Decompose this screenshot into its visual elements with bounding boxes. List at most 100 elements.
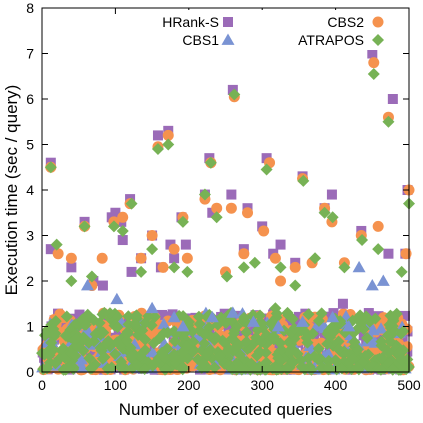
legend-marker — [221, 33, 235, 45]
x-tick-label: 200 — [177, 377, 201, 393]
data-point — [237, 261, 250, 274]
data-point — [65, 252, 77, 264]
data-point — [254, 363, 267, 376]
data-point — [395, 265, 408, 278]
data-point — [93, 316, 106, 329]
data-point — [180, 239, 191, 250]
data-point — [227, 343, 240, 356]
data-point — [326, 310, 340, 323]
data-point — [287, 356, 300, 369]
y-tick-label: 7 — [26, 46, 34, 62]
data-point — [192, 310, 205, 323]
data-point — [197, 357, 210, 370]
data-point — [157, 261, 169, 273]
data-point — [49, 327, 62, 340]
data-point — [342, 320, 356, 332]
data-point — [400, 248, 412, 260]
data-point — [102, 335, 115, 348]
data-point — [332, 343, 345, 356]
data-point — [238, 248, 250, 260]
data-point — [367, 67, 380, 80]
data-point — [284, 344, 297, 357]
data-point — [329, 354, 342, 367]
legend-label: CBS1 — [182, 32, 219, 48]
data-point — [275, 275, 287, 287]
data-point — [346, 353, 359, 366]
data-point — [332, 335, 345, 348]
data-point — [145, 319, 158, 332]
data-point — [65, 275, 78, 287]
data-point — [275, 239, 286, 250]
data-point — [168, 243, 180, 255]
data-point — [228, 327, 241, 340]
data-point — [169, 253, 180, 264]
data-point — [226, 306, 240, 318]
data-point — [225, 202, 237, 214]
data-point — [79, 318, 92, 331]
data-point — [175, 362, 188, 375]
data-point — [117, 235, 128, 246]
data-point — [162, 129, 174, 141]
data-point — [248, 256, 261, 269]
data-point — [114, 360, 127, 373]
data-point — [128, 317, 141, 330]
data-point — [312, 314, 325, 327]
data-point — [351, 361, 364, 374]
data-point — [315, 361, 328, 374]
data-point — [125, 350, 138, 363]
data-point — [85, 270, 98, 283]
data-point — [372, 220, 384, 232]
data-point — [297, 174, 310, 187]
data-point — [387, 94, 398, 104]
data-point — [145, 301, 159, 314]
data-point — [365, 279, 379, 291]
data-point — [44, 161, 57, 174]
data-point — [146, 345, 160, 358]
data-point — [156, 309, 167, 320]
data-point — [228, 88, 241, 101]
data-point — [96, 252, 108, 264]
legend-background — [160, 10, 406, 50]
data-point — [368, 57, 380, 69]
data-point — [207, 207, 218, 218]
legend-marker — [223, 17, 233, 27]
data-point — [181, 265, 194, 278]
data-point — [227, 84, 238, 95]
data-point — [201, 346, 214, 359]
data-point — [289, 279, 302, 292]
data-point — [75, 361, 89, 373]
data-point — [198, 328, 211, 341]
data-point — [240, 326, 253, 339]
axes: 0 100 200 300 400 500 0 1 2 3 4 5 6 7 8 — [26, 0, 421, 393]
data-point — [326, 189, 337, 200]
data-point — [223, 321, 234, 332]
data-point — [146, 230, 158, 241]
data-point — [253, 309, 266, 322]
data-point — [157, 327, 170, 340]
data-point — [59, 329, 72, 342]
data-point — [399, 310, 410, 321]
data-point — [354, 314, 367, 327]
data-point — [152, 130, 163, 141]
data-point — [60, 310, 73, 323]
y-tick-label: 1 — [26, 319, 34, 335]
data-point — [386, 363, 399, 376]
data-point — [107, 220, 120, 233]
data-point — [204, 156, 217, 169]
x-tick-label: 100 — [104, 377, 128, 393]
data-point — [240, 335, 253, 348]
legend-marker — [372, 16, 384, 28]
data-point — [162, 138, 175, 151]
data-point — [352, 260, 366, 273]
data-point — [69, 333, 82, 346]
data-point — [321, 337, 334, 350]
data-point — [375, 335, 388, 348]
data-point — [122, 310, 135, 323]
data-point — [226, 189, 237, 200]
data-point — [98, 306, 111, 319]
data-point — [74, 353, 88, 365]
data-point — [225, 314, 238, 327]
legend: HRank-S CBS2 CBS1 ATRAPOS — [160, 10, 406, 50]
data-point — [321, 346, 335, 358]
